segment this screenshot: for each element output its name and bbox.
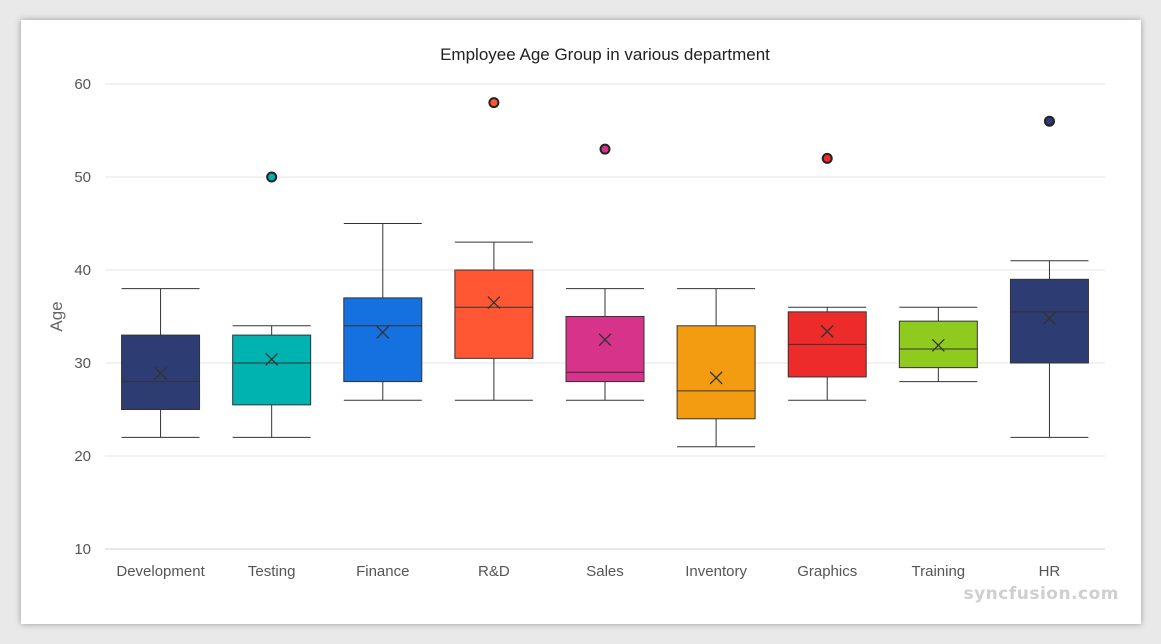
box-testing: Testing [232,171,312,580]
box-inventory: Inventory [676,288,756,580]
chart-card: 10 20 30 40 50 60 Employee Age Group in variou… [21,20,1141,624]
box-finance: Finance [343,223,423,580]
mean-marker [820,324,834,338]
y-tick-label-40: 40 [74,262,91,279]
mean-marker [265,352,279,366]
x-tick-label: Inventory [685,563,747,580]
box-hr: HR [1009,115,1089,580]
x-tick-label: Training [912,563,966,580]
x-tick-label: HR [1039,563,1061,580]
mean-marker [487,296,501,310]
outlier-point [821,152,833,164]
x-tick-label: R&D [478,563,510,580]
y-tick-label-30: 30 [74,355,91,372]
y-axis-label: Age [47,301,66,331]
outlier-point [1043,115,1055,127]
box-body [676,325,756,420]
outlier-point [488,97,500,109]
box-graphics: Graphics [787,152,867,580]
box-body [232,334,312,406]
box-sales: Sales [565,143,645,580]
y-tick-label-60: 60 [74,76,91,93]
mean-marker [598,333,612,347]
mean-marker [154,366,168,380]
mean-marker [376,325,390,339]
x-tick-label: Graphics [797,563,857,580]
box-body [1009,278,1089,364]
outlier-point [266,171,278,183]
y-tick-label-50: 50 [74,169,91,186]
watermark: syncfusion.com [963,584,1119,604]
box-development: Development [116,288,206,580]
y-tick-label-10: 10 [74,541,91,558]
box-r-d: R&D [454,97,534,580]
x-tick-label: Testing [248,563,296,580]
box-training: Training [898,306,978,580]
x-tick-label: Sales [586,563,624,580]
box-body [121,334,201,411]
mean-marker [709,371,723,385]
mean-marker [931,338,945,352]
box-body [454,269,534,359]
box-body [343,297,423,383]
outlier-point [599,143,611,155]
x-tick-label: Finance [356,563,409,580]
y-tick-label-20: 20 [74,448,91,465]
box-plot-chart: 10 20 30 40 50 60 Employee Age Group in variou… [47,45,1105,580]
chart-title: Employee Age Group in various department [440,45,770,64]
mean-marker [1042,311,1056,325]
box-body [898,320,978,369]
x-tick-label: Development [116,563,205,580]
box-body [565,316,645,383]
